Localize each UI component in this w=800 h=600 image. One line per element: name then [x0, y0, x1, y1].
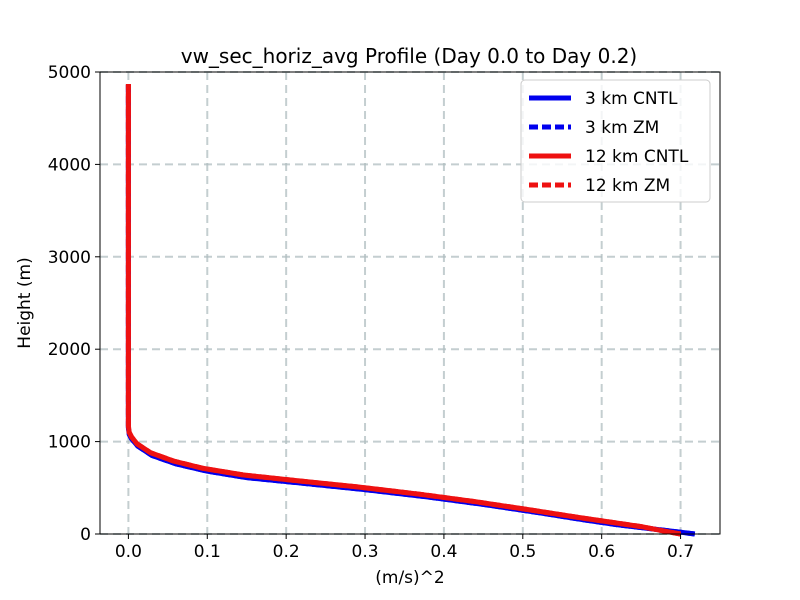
legend-label: 3 km ZM [585, 118, 659, 138]
x-tick-label: 0.6 [588, 542, 615, 562]
legend-label: 12 km ZM [585, 176, 670, 196]
y-axis-label: Height (m) [15, 257, 35, 348]
y-tick-label: 4000 [48, 155, 91, 175]
y-axis-ticks: 0 1000 2000 3000 4000 5000 [48, 63, 100, 545]
series-line-12-km-zm [125, 84, 682, 537]
x-tick-label: 0.2 [273, 542, 300, 562]
legend-label: 12 km CNTL [585, 147, 689, 167]
x-tick-label: 0.7 [667, 542, 694, 562]
legend: 3 km CNTL 3 km ZM 12 km CNTL 12 km ZM [520, 79, 711, 203]
x-axis-label: (m/s)^2 [375, 568, 444, 588]
x-tick-label: 0.1 [194, 542, 221, 562]
y-tick-label: 0 [80, 525, 91, 545]
grid [100, 71, 720, 535]
x-tick-label: 0.4 [430, 542, 457, 562]
legend-label: 3 km CNTL [585, 89, 678, 109]
y-tick-label: 3000 [48, 248, 91, 268]
y-tick-label: 1000 [48, 433, 91, 453]
x-tick-label: 0.5 [509, 542, 536, 562]
x-axis-ticks: 0.0 0.1 0.2 0.3 0.4 0.5 0.6 0.7 [115, 534, 694, 562]
plot-frame [99, 71, 721, 535]
legend-box [520, 79, 711, 203]
x-tick-label: 0.3 [352, 542, 379, 562]
x-tick-label: 0.0 [115, 542, 142, 562]
y-tick-label: 5000 [48, 63, 91, 83]
y-tick-label: 2000 [48, 340, 91, 360]
chart-title: vw_sec_horiz_avg Profile (Day 0.0 to Day… [181, 44, 638, 68]
series-lines [125, 84, 696, 537]
